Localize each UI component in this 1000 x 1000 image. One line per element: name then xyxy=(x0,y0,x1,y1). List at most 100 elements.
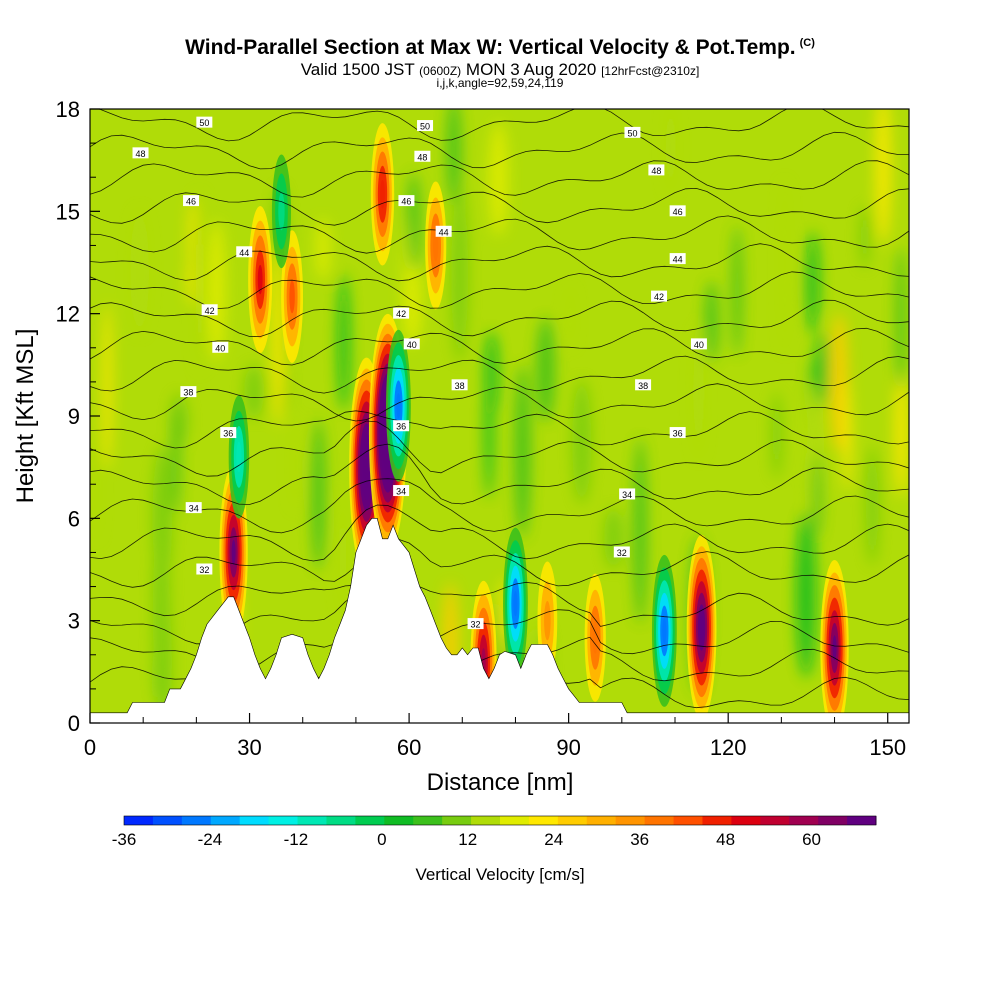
core-ring xyxy=(832,635,837,661)
velocity-streak xyxy=(894,366,909,498)
colorbar-tick-label: 60 xyxy=(802,830,821,849)
isentrope-label: 48 xyxy=(132,147,149,159)
velocity-streak xyxy=(633,438,647,624)
isentrope-label: 32 xyxy=(196,563,213,575)
colorbar-swatch xyxy=(615,816,646,825)
core-ring xyxy=(278,192,285,231)
colorbar-tick-label: -36 xyxy=(112,830,137,849)
label-bg xyxy=(183,195,200,207)
label-bg xyxy=(185,502,202,514)
x-axis: 0 30 60 90 120 150 xyxy=(84,713,906,760)
velocity-streak xyxy=(291,414,300,511)
velocity-streak xyxy=(896,246,907,390)
isentrope-label: 38 xyxy=(180,386,197,398)
colorbar-swatch xyxy=(210,816,241,825)
colorbar-tick-label: 12 xyxy=(458,830,477,849)
isentrope-label: 48 xyxy=(648,164,665,176)
y-axis: 0 3 6 9 12 15 18 xyxy=(56,97,100,736)
colorbar-swatch xyxy=(644,816,675,825)
label-bg xyxy=(690,338,707,350)
isentrope-line xyxy=(90,160,909,198)
isentrope-line xyxy=(90,420,909,477)
velocity-streak xyxy=(732,225,742,357)
colorbar-swatch xyxy=(789,816,819,825)
label-text: 50 xyxy=(199,118,209,128)
label-bg xyxy=(417,120,434,132)
velocity-core xyxy=(386,329,411,482)
isentrope-line xyxy=(97,109,909,142)
isentrope-label: 42 xyxy=(393,307,410,319)
label-bg xyxy=(651,290,668,302)
isentrope-label: 50 xyxy=(417,120,434,132)
label-text: 38 xyxy=(183,388,193,398)
terrain-silhouette xyxy=(90,518,909,723)
core-ring xyxy=(364,456,369,479)
label-text: 36 xyxy=(673,429,683,439)
label-bg xyxy=(398,195,415,207)
velocity-streak xyxy=(407,172,421,271)
label-bg xyxy=(624,126,641,138)
label-text: 36 xyxy=(223,429,233,439)
isentrope-label: 36 xyxy=(220,427,237,439)
isentrope-label: 38 xyxy=(635,379,652,391)
isentrope-label: 38 xyxy=(451,379,468,391)
label-bg xyxy=(212,341,229,353)
valid-time: Valid 1500 JST xyxy=(300,60,415,79)
label-text: 48 xyxy=(136,149,146,159)
y-tick-label: 3 xyxy=(68,609,80,634)
label-text: 44 xyxy=(439,227,449,237)
label-text: 50 xyxy=(627,128,637,138)
core-ring xyxy=(592,621,598,654)
y-tick-label: 0 xyxy=(68,711,80,736)
x-axis-label: Distance [nm] xyxy=(427,769,574,796)
label-bg xyxy=(451,379,468,391)
label-bg xyxy=(196,563,213,575)
label-text: 46 xyxy=(673,207,683,217)
label-bg xyxy=(201,304,218,316)
label-text: 34 xyxy=(396,487,406,497)
velocity-streak xyxy=(130,208,150,335)
isentrope-line xyxy=(90,243,909,282)
label-text: 32 xyxy=(617,548,627,558)
velocity-streak xyxy=(796,511,817,678)
isentrope-line xyxy=(90,538,909,588)
label-text: 48 xyxy=(651,166,661,176)
colorbar-swatch xyxy=(124,816,154,825)
velocity-streak xyxy=(337,273,350,412)
colorbar-swatch xyxy=(471,816,501,825)
isentrope-line xyxy=(90,504,909,562)
velocity-streak xyxy=(102,303,113,470)
label-text: 44 xyxy=(673,255,683,265)
valid-date: MON 3 Aug 2020 xyxy=(465,60,597,79)
colorbar-tick-label: 48 xyxy=(716,830,735,849)
velocity-streak xyxy=(311,419,326,571)
velocity-streak xyxy=(488,121,509,236)
colorbar-swatch xyxy=(326,816,356,825)
isentrope-line xyxy=(90,443,909,505)
y-tick-label: 18 xyxy=(56,97,80,122)
isentrope-label: 36 xyxy=(669,427,686,439)
isentrope-line xyxy=(90,187,909,226)
label-bg xyxy=(435,225,452,237)
colorbar-swatch xyxy=(702,816,732,825)
isentrope-line xyxy=(90,410,909,449)
velocity-streak xyxy=(536,317,555,422)
colorbar-swatch xyxy=(355,816,385,825)
core-ring xyxy=(289,280,295,314)
colorbar-tick-label: -12 xyxy=(284,830,309,849)
y-tick-label: 9 xyxy=(68,404,80,429)
chart-subtitle: Valid 1500 JST (0600Z) MON 3 Aug 2020 [1… xyxy=(0,60,1000,80)
label-text: 42 xyxy=(205,306,215,316)
label-text: 44 xyxy=(239,248,249,258)
isentrope-line xyxy=(90,478,909,534)
velocity-streak xyxy=(207,220,226,362)
core-ring xyxy=(544,600,551,641)
velocity-streak xyxy=(484,362,494,499)
y-axis-label: Height [Kft MSL] xyxy=(12,329,39,504)
isentrope-label: 32 xyxy=(613,546,630,558)
velocity-core xyxy=(584,573,606,702)
label-text: 42 xyxy=(654,292,664,302)
velocity-streak xyxy=(815,332,830,406)
velocity-streak xyxy=(171,408,181,514)
velocity-streak xyxy=(780,178,789,355)
